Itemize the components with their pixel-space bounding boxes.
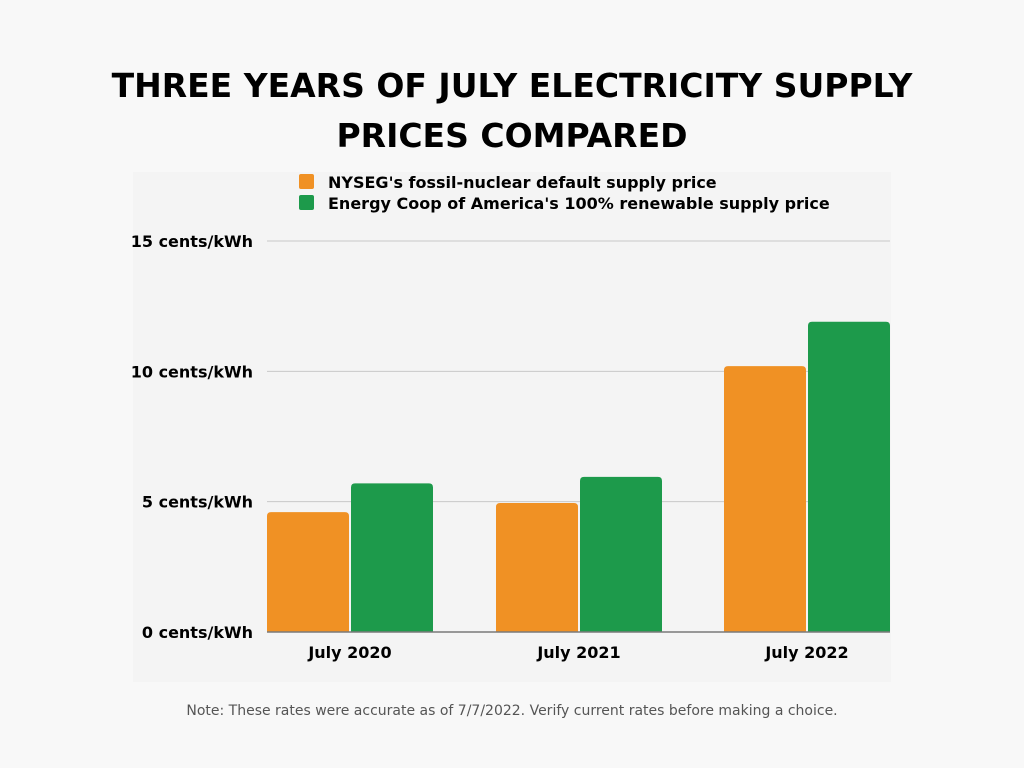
y-tick-label: 0 cents/kWh <box>142 623 253 642</box>
legend-swatch <box>299 195 314 210</box>
x-tick-label: July 2020 <box>307 643 391 662</box>
y-tick-label: 5 cents/kWh <box>142 493 253 512</box>
chart-title-line-1: THREE YEARS OF JULY ELECTRICITY SUPPLY <box>111 66 913 105</box>
bar-energy-coop-july-2022 <box>808 321 890 632</box>
bar-nyseg-july-2021 <box>496 502 578 632</box>
x-tick-label: July 2022 <box>764 643 848 662</box>
bar-energy-coop-july-2020 <box>351 483 433 632</box>
chart-title-line-2: PRICES COMPARED <box>336 116 688 155</box>
legend-label: NYSEG's fossil-nuclear default supply pr… <box>328 173 717 192</box>
bar-nyseg-july-2022 <box>724 366 806 632</box>
footnote: Note: These rates were accurate as of 7/… <box>186 703 838 719</box>
x-tick-label: July 2021 <box>536 643 620 662</box>
y-tick-label: 10 cents/kWh <box>131 362 253 381</box>
bar-nyseg-july-2020 <box>267 512 349 632</box>
legend-swatch <box>299 174 314 189</box>
bar-energy-coop-july-2021 <box>580 476 662 632</box>
legend-label: Energy Coop of America's 100% renewable … <box>328 194 830 213</box>
y-tick-label: 15 cents/kWh <box>131 232 253 251</box>
